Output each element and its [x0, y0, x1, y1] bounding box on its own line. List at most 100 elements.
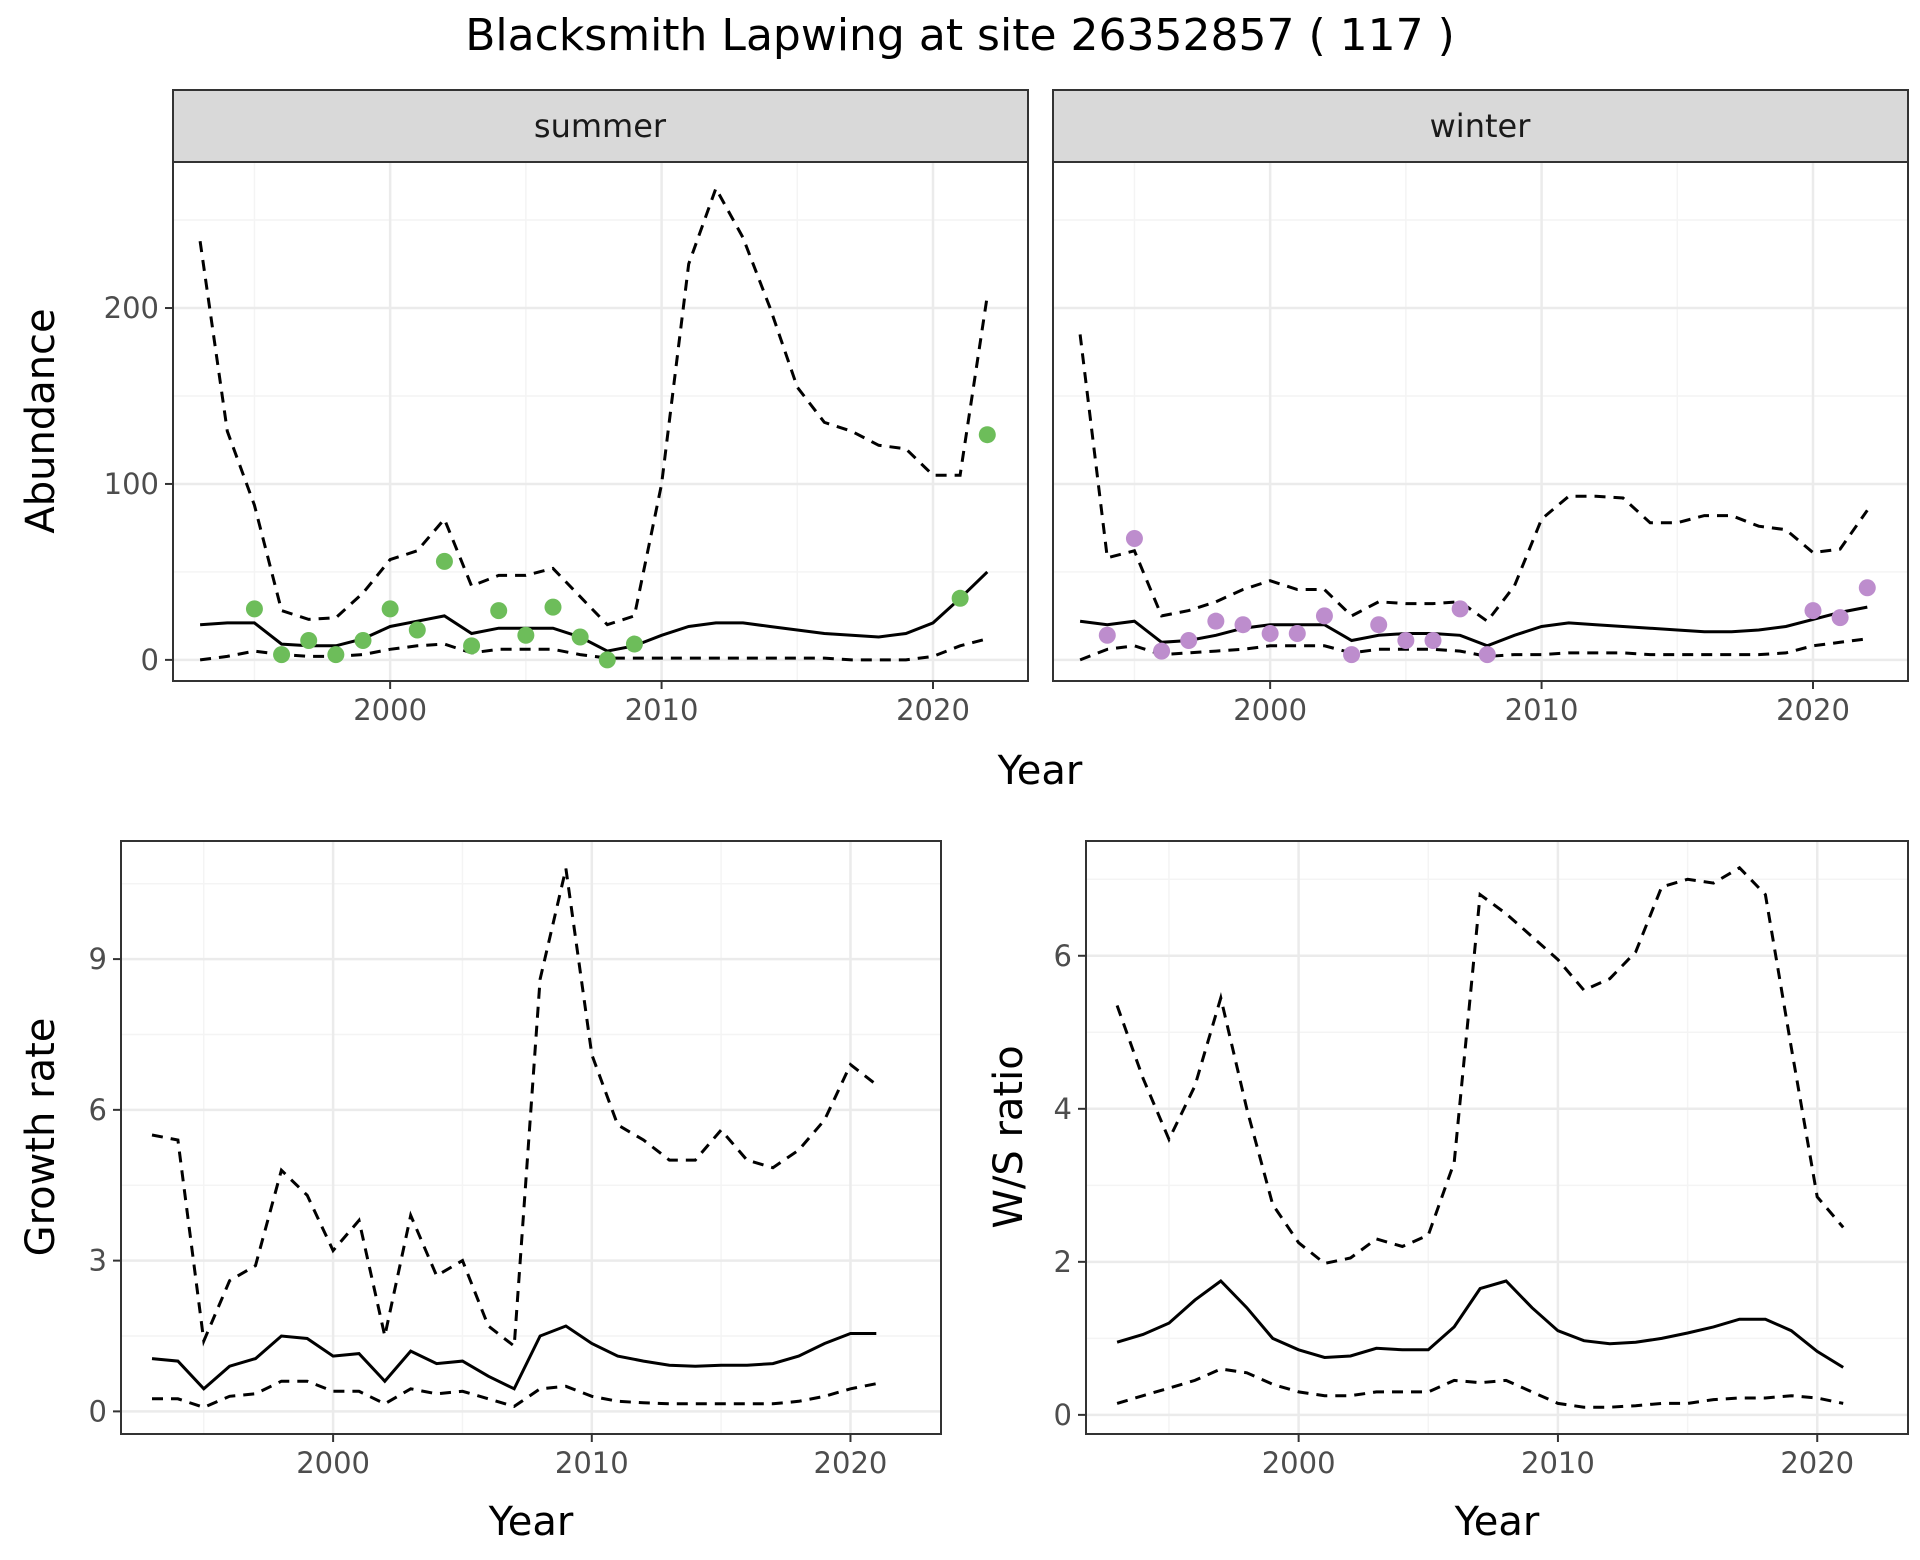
observed-count-point	[381, 600, 399, 618]
y-tick-label: 3	[89, 1244, 107, 1278]
panel-border	[120, 840, 942, 1435]
observed-count-point	[1831, 609, 1849, 627]
facet-strip-summer	[172, 89, 1029, 163]
y-tick-label: 200	[104, 291, 159, 325]
observed-count-point	[273, 646, 291, 664]
data-layer	[151, 868, 878, 1410]
observed-count-point	[463, 637, 481, 655]
gridlines	[173, 162, 1028, 681]
observed-count-point	[1153, 642, 1171, 660]
observed-count-point	[1804, 602, 1822, 620]
observed-count-point	[1261, 624, 1279, 642]
x-tick-label: 2020	[896, 693, 970, 727]
panel-background	[173, 162, 1028, 681]
x-tick-label: 2020	[1780, 1446, 1854, 1480]
median-line	[151, 1324, 877, 1391]
ws-y-axis-title: W/S ratio	[986, 1045, 1032, 1228]
y-tick-label: 2	[1054, 1245, 1072, 1279]
panel-border	[1085, 840, 1909, 1435]
upper-bound-line	[151, 868, 878, 1350]
x-tick-label: 2010	[1505, 693, 1579, 727]
observed-count-point	[1288, 624, 1306, 642]
observed-count-point	[245, 600, 263, 618]
gridlines	[1086, 841, 1908, 1434]
gridlines	[1053, 162, 1908, 681]
observed-count-point	[435, 552, 453, 570]
x-tick-label: 2010	[1521, 1446, 1595, 1480]
observed-count-point	[300, 632, 318, 650]
axes: 2000 2010 2020 0 2 4 6	[1054, 939, 1855, 1480]
abundance-winter-panel: winter 2000 2010 2020	[1052, 89, 1909, 727]
x-tick-label: 2010	[625, 693, 699, 727]
observed-count-point	[625, 635, 643, 653]
axes: 2000 2010 2020 0 100 200	[104, 291, 970, 727]
observed-count-point	[1370, 616, 1388, 634]
facet-label-summer: summer	[534, 107, 667, 145]
observed-count-point	[978, 426, 996, 444]
median-line	[200, 570, 989, 653]
y-tick-label: 0	[89, 1394, 107, 1428]
observed-count-point	[327, 646, 345, 664]
x-tick-label: 2020	[1776, 693, 1850, 727]
abundance-y-axis-title: Abundance	[18, 308, 64, 533]
upper-bound-line	[198, 184, 989, 627]
observed-count-point	[1397, 632, 1415, 650]
observed-count-point	[354, 632, 372, 650]
upper-bound-line	[1115, 865, 1845, 1266]
y-tick-label: 6	[1054, 939, 1072, 973]
observed-count-point	[1343, 646, 1361, 664]
axes: 2000 2010 2020	[1233, 681, 1850, 727]
observed-count-point	[1207, 612, 1225, 630]
y-tick-label: 0	[1054, 1398, 1072, 1432]
y-tick-label: 100	[104, 467, 159, 501]
observed-count-point	[517, 626, 535, 644]
x-tick-label: 2000	[1262, 1446, 1336, 1480]
growth-y-axis-title: Growth rate	[18, 1018, 64, 1257]
lower-bound-line	[152, 1379, 877, 1410]
observed-count-point	[1098, 626, 1116, 644]
observed-count-point	[1315, 607, 1333, 625]
figure-title: Blacksmith Lapwing at site 26352857 ( 11…	[465, 10, 1454, 61]
observed-count-point	[951, 589, 969, 607]
observed-count-point	[1180, 632, 1198, 650]
observed-count-point	[1451, 600, 1469, 618]
ws-ratio-panel: 2000 2010 2020 0 2 4 6	[1054, 840, 1909, 1480]
data-layer	[1078, 334, 1876, 664]
panel-border	[172, 161, 1029, 682]
upper-bound-line	[1078, 334, 1869, 624]
x-tick-label: 2000	[1233, 693, 1307, 727]
growth-x-axis-title: Year	[488, 1499, 574, 1545]
panel-border	[1052, 161, 1909, 682]
lower-bound-line	[1079, 637, 1868, 662]
observed-count-point	[571, 628, 589, 646]
abundance-summer-panel: summer 2000 2010 2020 0 100 200	[104, 89, 1029, 727]
observed-count-point	[1478, 646, 1496, 664]
x-tick-label: 2000	[296, 1446, 370, 1480]
observed-count-point	[1125, 529, 1143, 547]
panel-background	[121, 841, 941, 1434]
ws-x-axis-title: Year	[1454, 1499, 1540, 1545]
panel-background	[1053, 162, 1908, 681]
data-layer	[1115, 865, 1845, 1409]
growth-rate-panel: 2000 2010 2020 0 3 6 9	[89, 840, 942, 1480]
y-tick-label: 4	[1054, 1092, 1072, 1126]
y-tick-label: 9	[89, 942, 107, 976]
x-tick-label: 2020	[814, 1446, 888, 1480]
gridlines	[121, 841, 941, 1434]
facet-label-winter: winter	[1430, 107, 1532, 145]
observed-count-point	[408, 621, 426, 639]
y-tick-label: 6	[89, 1093, 107, 1127]
observed-count-point	[1424, 632, 1442, 650]
observed-count-point	[598, 651, 616, 669]
abundance-x-axis-title: Year	[997, 748, 1083, 794]
y-tick-label: 0	[141, 643, 159, 677]
panel-background	[1086, 841, 1908, 1434]
observed-count-point	[1234, 616, 1252, 634]
data-layer	[198, 184, 996, 669]
observed-count-point	[1858, 579, 1876, 597]
x-tick-label: 2000	[353, 693, 427, 727]
median-line	[1079, 605, 1868, 648]
observed-count-point	[490, 602, 508, 620]
x-tick-label: 2010	[555, 1446, 629, 1480]
